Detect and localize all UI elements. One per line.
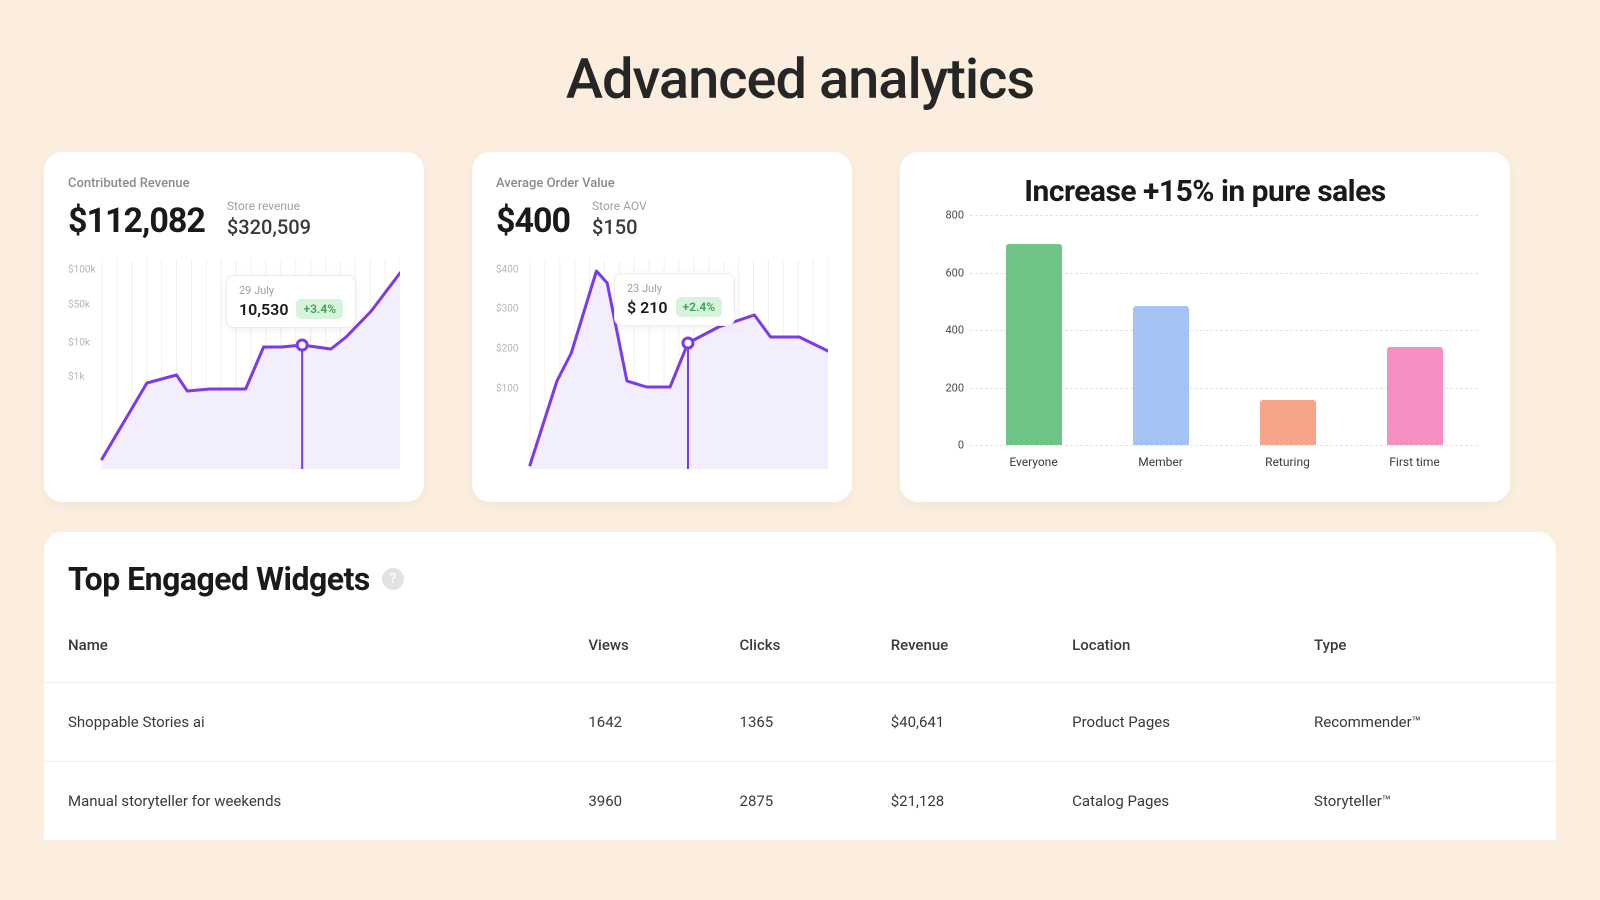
y-axis-label: 200 bbox=[945, 381, 964, 394]
bar-member bbox=[1133, 306, 1189, 445]
bar-first-time bbox=[1387, 347, 1443, 445]
revenue-line-chart: $100k$50k$10k$1k 29 July 10,530 +3.4% bbox=[68, 259, 400, 469]
aov-line-chart: $400$300$200$100 23 July $ 210 +2.4% bbox=[496, 259, 828, 469]
bar-chart-title: Increase +15% in pure sales bbox=[932, 174, 1478, 209]
x-axis-label: Member bbox=[1133, 455, 1189, 469]
help-icon[interactable]: ? bbox=[382, 568, 404, 590]
cell: 3960 bbox=[588, 762, 739, 841]
page-title: Advanced analytics bbox=[0, 0, 1600, 112]
sales-bar-chart-card: Increase +15% in pure sales 0 200 400 600 80… bbox=[900, 152, 1510, 502]
col-clicks: Clicks bbox=[740, 620, 891, 683]
stat-row: $112,082 Store revenue $320,509 bbox=[68, 199, 400, 241]
tooltip-value: 10,530 bbox=[239, 300, 288, 319]
y-axis-label: 800 bbox=[945, 209, 964, 222]
stat-secondary-value: $150 bbox=[592, 215, 647, 239]
col-type: Type bbox=[1314, 620, 1556, 683]
y-axis-label: 0 bbox=[958, 439, 964, 452]
y-axis-label: 600 bbox=[945, 266, 964, 279]
col-location: Location bbox=[1072, 620, 1314, 683]
cell: Product Pages bbox=[1072, 683, 1314, 762]
cell: 1365 bbox=[740, 683, 891, 762]
table-header-row: Name Views Clicks Revenue Location Type bbox=[44, 620, 1556, 683]
cell: Recommender™ bbox=[1314, 683, 1556, 762]
cell: $21,128 bbox=[891, 762, 1072, 841]
stat-main-value: $400 bbox=[496, 201, 570, 241]
stat-main-value: $112,082 bbox=[68, 201, 205, 241]
bar-everyone bbox=[1006, 244, 1062, 445]
stat-secondary-value: $320,509 bbox=[227, 215, 311, 239]
cell: Shoppable Stories ai bbox=[44, 683, 588, 762]
bar-returing bbox=[1260, 400, 1316, 445]
table-title: Top Engaged Widgets bbox=[68, 560, 370, 598]
y-axis-label: 400 bbox=[945, 324, 964, 337]
stat-secondary: Store revenue $320,509 bbox=[227, 199, 311, 241]
tooltip-value: $ 210 bbox=[627, 298, 668, 317]
stat-label: Contributed Revenue bbox=[68, 176, 400, 191]
table-row[interactable]: Shoppable Stories ai16421365$40,641Produ… bbox=[44, 683, 1556, 762]
bar-chart: 0200400600800 EveryoneMemberReturingFirs… bbox=[970, 215, 1478, 475]
aov-card: Average Order Value $400 Store AOV $150 … bbox=[472, 152, 852, 502]
cards-row: Contributed Revenue $112,082 Store reven… bbox=[0, 112, 1600, 502]
stat-label: Average Order Value bbox=[496, 176, 828, 191]
top-widgets-card: Top Engaged Widgets ? Name Views Clicks … bbox=[44, 532, 1556, 840]
cell: Storyteller™ bbox=[1314, 762, 1556, 841]
stat-secondary-label: Store AOV bbox=[592, 199, 647, 213]
tooltip-date: 23 July bbox=[627, 282, 722, 295]
stat-secondary: Store AOV $150 bbox=[592, 199, 647, 241]
col-views: Views bbox=[588, 620, 739, 683]
stat-row: $400 Store AOV $150 bbox=[496, 199, 828, 241]
tooltip-delta-pill: +2.4% bbox=[676, 297, 723, 317]
chart-tooltip: 29 July 10,530 +3.4% bbox=[226, 275, 356, 328]
cell: Manual storyteller for weekends bbox=[44, 762, 588, 841]
cell: 2875 bbox=[740, 762, 891, 841]
widgets-table: Name Views Clicks Revenue Location Type … bbox=[44, 620, 1556, 840]
tooltip-date: 29 July bbox=[239, 284, 343, 297]
col-name: Name bbox=[44, 620, 588, 683]
x-axis-label: Returing bbox=[1260, 455, 1316, 469]
cell: 1642 bbox=[588, 683, 739, 762]
tooltip-delta-pill: +3.4% bbox=[296, 299, 343, 319]
chart-tooltip: 23 July $ 210 +2.4% bbox=[614, 273, 735, 326]
col-revenue: Revenue bbox=[891, 620, 1072, 683]
contributed-revenue-card: Contributed Revenue $112,082 Store reven… bbox=[44, 152, 424, 502]
cell: $40,641 bbox=[891, 683, 1072, 762]
cell: Catalog Pages bbox=[1072, 762, 1314, 841]
stat-secondary-label: Store revenue bbox=[227, 199, 311, 213]
table-row[interactable]: Manual storyteller for weekends39602875$… bbox=[44, 762, 1556, 841]
x-axis-label: First time bbox=[1387, 455, 1443, 469]
x-axis-label: Everyone bbox=[1006, 455, 1062, 469]
